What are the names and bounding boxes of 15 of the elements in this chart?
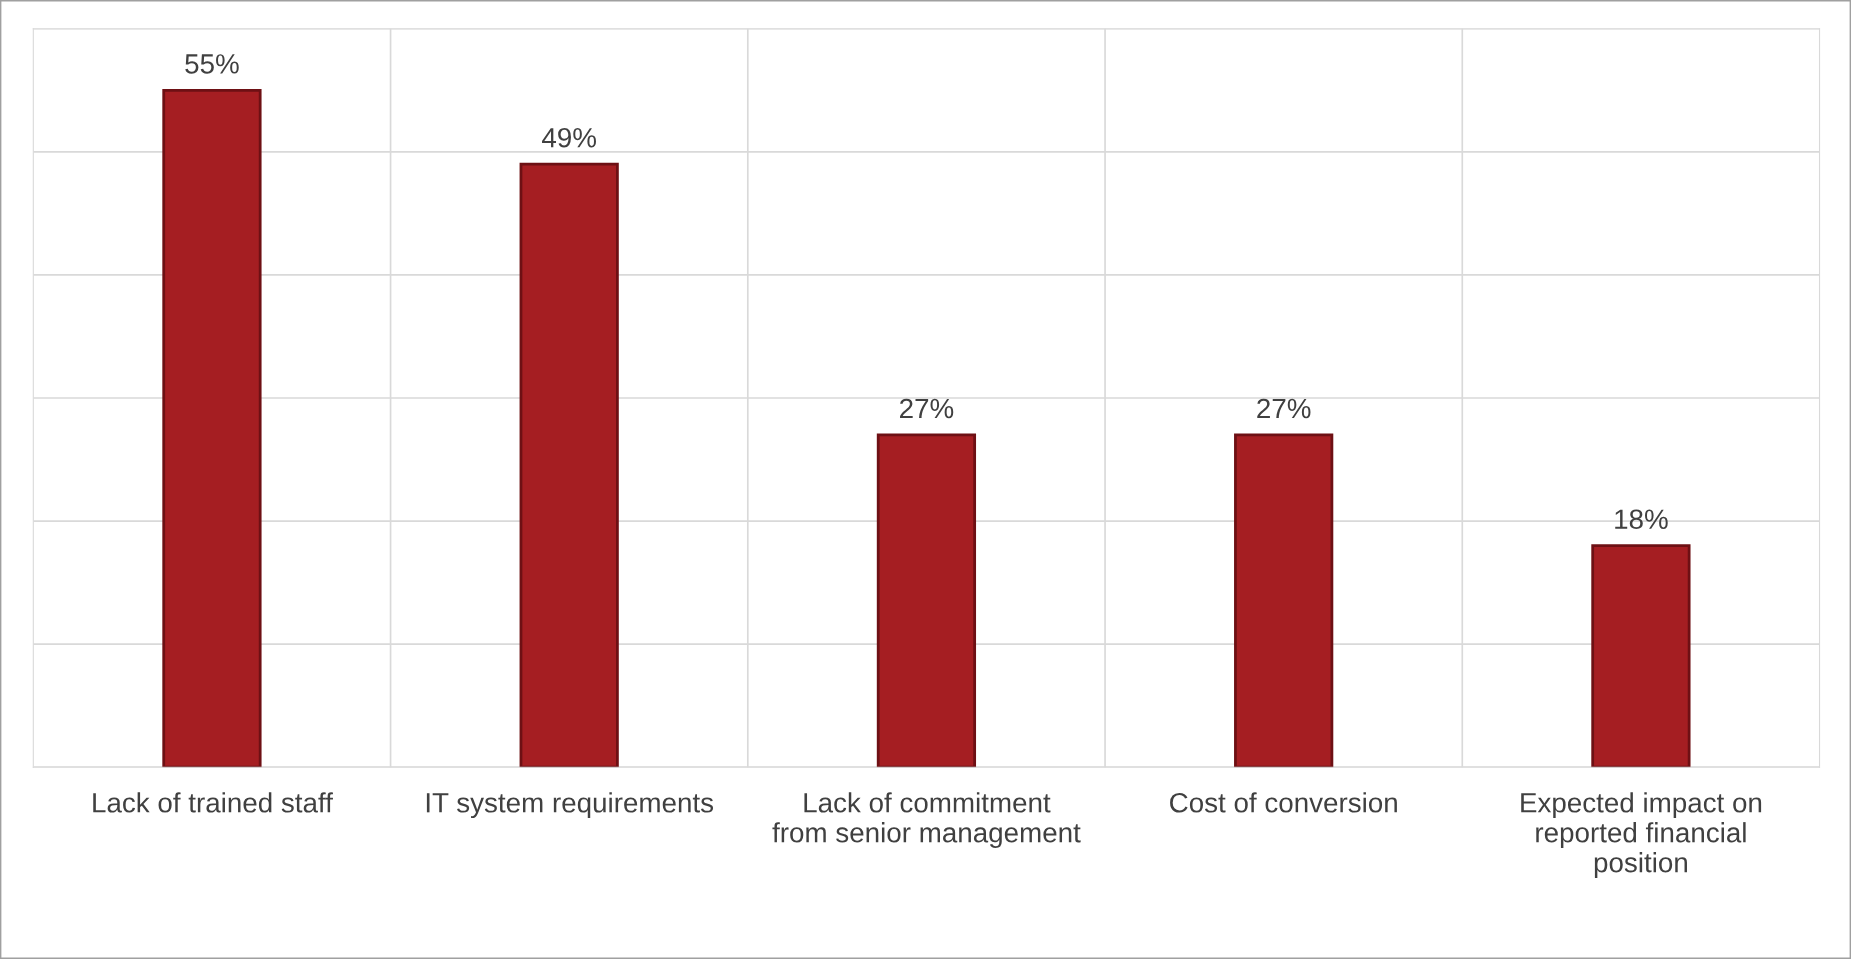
x-tick-label: Lack of commitment from senior management	[772, 792, 1081, 849]
bar	[1591, 544, 1691, 768]
data-label: 18%	[1615, 509, 1668, 530]
x-tick-label: IT system requirements	[426, 792, 714, 819]
bar	[162, 88, 262, 768]
data-label: 55%	[185, 54, 239, 74]
bar	[876, 433, 977, 768]
x-tick-label: Cost of conversion	[1170, 792, 1397, 813]
x-tick-label: Lack of trained staff	[93, 792, 333, 813]
data-label: 27%	[900, 398, 954, 419]
data-label: 27%	[1257, 398, 1311, 419]
bar	[1234, 433, 1334, 768]
x-tick-label: Expected impact on reported financial position	[1521, 792, 1762, 878]
data-label: 49%	[542, 127, 596, 148]
bar	[519, 162, 619, 768]
